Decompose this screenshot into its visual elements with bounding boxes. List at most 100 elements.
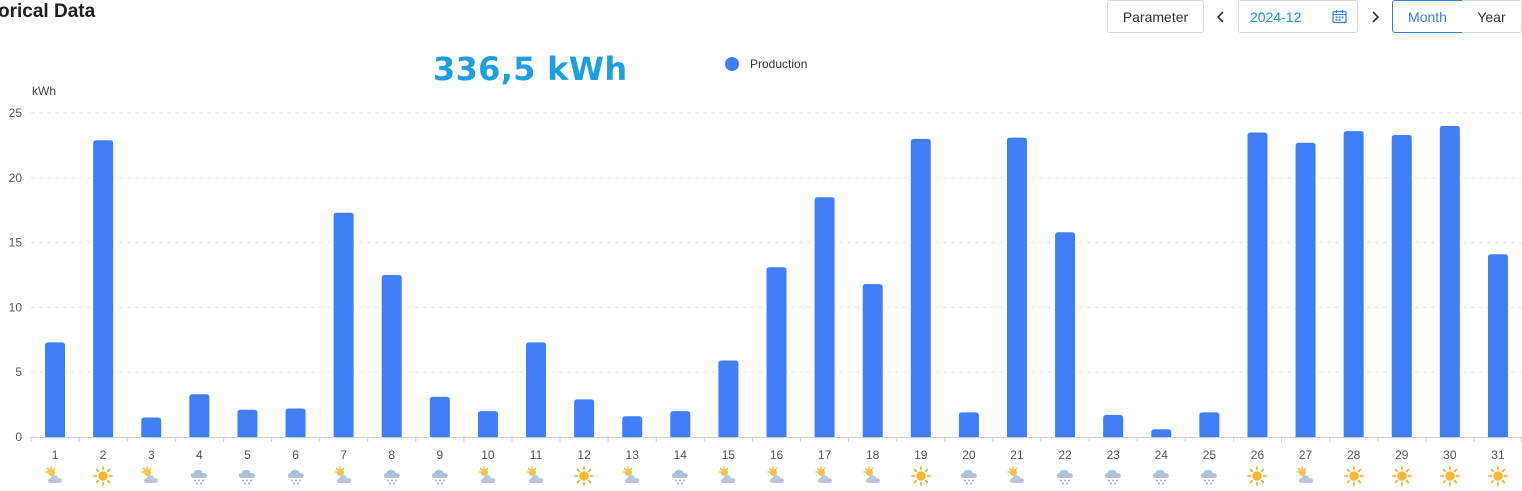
bar-day-20 xyxy=(958,412,979,437)
partly-cloudy-icon xyxy=(622,466,642,486)
snow-icon xyxy=(237,466,257,486)
x-tick-label: 3 xyxy=(148,448,155,462)
chart-legend[interactable]: Production xyxy=(725,57,807,71)
sunny-icon xyxy=(1247,466,1268,486)
x-tick-label: 8 xyxy=(388,448,395,462)
sunny-icon xyxy=(1391,466,1412,486)
x-tick-label: 25 xyxy=(1203,448,1217,462)
x-tick-label: 4 xyxy=(196,448,203,462)
partly-cloudy-icon xyxy=(766,466,787,486)
partly-cloudy-icon xyxy=(141,466,161,486)
y-axis-unit-label: kWh xyxy=(32,84,56,98)
x-tick-label: 13 xyxy=(626,448,640,462)
bar-day-18 xyxy=(862,284,883,437)
x-tick-label: 18 xyxy=(866,448,880,462)
partly-cloudy-icon xyxy=(478,466,498,486)
bar-day-14 xyxy=(670,411,691,437)
x-tick-label: 12 xyxy=(577,448,591,462)
partly-cloudy-icon xyxy=(333,466,354,486)
y-tick-label: 20 xyxy=(9,171,23,185)
bar-day-8 xyxy=(381,275,402,437)
bar-day-17 xyxy=(814,197,835,437)
bar-day-9 xyxy=(429,396,450,437)
bar-day-5 xyxy=(237,409,258,437)
x-tick-label: 21 xyxy=(1010,448,1024,462)
bar-day-7 xyxy=(333,212,354,437)
snow-icon xyxy=(670,466,690,486)
month-date-picker[interactable]: 2024-12 xyxy=(1238,0,1358,33)
x-tick-label: 6 xyxy=(292,448,299,462)
bar-day-3 xyxy=(141,417,162,437)
sunny-icon xyxy=(1488,466,1508,486)
y-tick-label: 0 xyxy=(15,430,22,444)
bar-day-30 xyxy=(1439,125,1460,438)
page-title: orical Data xyxy=(0,1,96,22)
bar-day-2 xyxy=(93,140,114,437)
bar-day-6 xyxy=(285,408,306,437)
snow-icon xyxy=(382,466,402,486)
x-tick-label: 24 xyxy=(1155,448,1169,462)
bar-day-10 xyxy=(477,411,498,437)
x-tick-label: 26 xyxy=(1251,448,1265,462)
x-tick-label: 5 xyxy=(244,448,251,462)
x-tick-label: 16 xyxy=(770,448,784,462)
x-tick-label: 29 xyxy=(1395,448,1409,462)
x-tick-label: 30 xyxy=(1443,448,1457,462)
x-tick-label: 15 xyxy=(722,448,736,462)
x-tick-label: 1 xyxy=(52,448,59,462)
bar-day-19 xyxy=(910,138,931,438)
bar-day-24 xyxy=(1151,429,1172,437)
snow-icon xyxy=(1103,466,1123,486)
year-toggle-button[interactable]: Year xyxy=(1462,0,1522,33)
x-tick-label: 11 xyxy=(530,448,543,462)
x-tick-label: 20 xyxy=(962,448,976,462)
parameter-button[interactable]: Parameter xyxy=(1107,0,1204,33)
bar-day-4 xyxy=(189,394,210,437)
partly-cloudy-icon xyxy=(1007,466,1027,486)
previous-month-button[interactable] xyxy=(1211,0,1231,33)
partly-cloudy-icon xyxy=(814,466,835,486)
bar-day-29 xyxy=(1391,135,1412,438)
chevron-left-icon xyxy=(1216,10,1224,23)
y-tick-label: 5 xyxy=(15,365,22,379)
bar-day-22 xyxy=(1055,232,1076,437)
bar-day-31 xyxy=(1487,254,1508,437)
snow-icon xyxy=(1055,466,1075,486)
bar-day-21 xyxy=(1006,137,1027,437)
partly-cloudy-icon xyxy=(45,466,65,486)
x-tick-label: 10 xyxy=(481,448,495,462)
snow-icon xyxy=(1151,466,1171,486)
partly-cloudy-icon xyxy=(718,466,738,486)
bar-day-12 xyxy=(574,399,595,437)
snow-icon xyxy=(959,466,979,486)
sunny-icon xyxy=(1440,466,1460,486)
x-tick-label: 14 xyxy=(674,448,688,462)
bar-day-28 xyxy=(1343,131,1364,438)
snow-icon xyxy=(430,466,450,486)
snow-icon xyxy=(1199,466,1219,486)
x-tick-label: 2 xyxy=(100,448,107,462)
bar-day-27 xyxy=(1295,142,1316,438)
calendar-icon xyxy=(1332,10,1347,24)
bar-day-25 xyxy=(1199,412,1220,437)
y-tick-label: 15 xyxy=(9,236,23,250)
legend-marker-production xyxy=(725,57,739,71)
snow-icon xyxy=(189,466,209,486)
bar-day-15 xyxy=(718,360,739,437)
legend-label-production: Production xyxy=(750,57,808,71)
bar-day-26 xyxy=(1247,132,1268,437)
toolbar: Parameter 2024-12 Month Year xyxy=(0,0,1522,40)
y-tick-label: 25 xyxy=(9,106,23,120)
x-tick-label: 7 xyxy=(340,448,347,462)
partly-cloudy-icon xyxy=(863,466,883,486)
sunny-icon xyxy=(1343,466,1364,486)
bar-day-11 xyxy=(526,342,547,437)
sunny-icon xyxy=(93,466,113,486)
month-toggle-button[interactable]: Month xyxy=(1392,0,1463,33)
next-month-button[interactable] xyxy=(1365,0,1385,33)
y-tick-label: 10 xyxy=(9,300,23,314)
bar-day-1 xyxy=(45,342,66,437)
bar-day-16 xyxy=(766,267,787,437)
bar-day-23 xyxy=(1103,414,1124,437)
partly-cloudy-icon xyxy=(1295,466,1316,486)
